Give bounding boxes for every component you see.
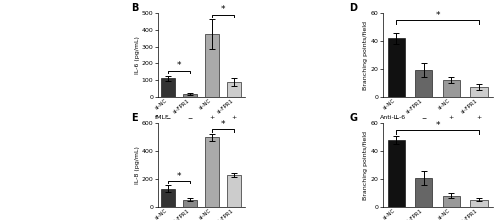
- Text: *: *: [435, 11, 440, 20]
- Text: D: D: [350, 3, 358, 13]
- Bar: [184, 200, 197, 207]
- Text: −: −: [188, 115, 193, 120]
- Bar: [228, 82, 241, 97]
- Text: G: G: [350, 113, 358, 123]
- Bar: [162, 78, 175, 97]
- Text: +: +: [210, 115, 215, 120]
- Text: +: +: [448, 115, 454, 120]
- Bar: [388, 140, 404, 207]
- Y-axis label: Branching points/field: Branching points/field: [364, 130, 368, 200]
- Bar: [228, 175, 241, 207]
- Y-axis label: IL-8 (pg/mL): IL-8 (pg/mL): [134, 146, 140, 184]
- Text: −: −: [421, 115, 426, 120]
- Text: −: −: [166, 115, 171, 120]
- Bar: [470, 200, 488, 207]
- Bar: [442, 196, 460, 207]
- Bar: [388, 38, 404, 97]
- Bar: [442, 80, 460, 97]
- Text: *: *: [221, 6, 226, 15]
- Bar: [470, 87, 488, 97]
- Text: Anti-IL-6: Anti-IL-6: [380, 115, 406, 120]
- Text: −: −: [394, 115, 398, 120]
- Text: *: *: [221, 120, 226, 129]
- Text: fMLF: fMLF: [155, 115, 170, 120]
- Text: B: B: [131, 3, 138, 13]
- Text: +: +: [476, 115, 482, 120]
- Y-axis label: Branching points/field: Branching points/field: [364, 20, 368, 90]
- Bar: [206, 137, 219, 207]
- Text: *: *: [435, 121, 440, 130]
- Bar: [415, 70, 432, 97]
- Bar: [184, 94, 197, 97]
- Bar: [162, 189, 175, 207]
- Bar: [415, 178, 432, 207]
- Y-axis label: IL-6 (pg/mL): IL-6 (pg/mL): [134, 36, 140, 74]
- Text: E: E: [131, 113, 138, 123]
- Text: *: *: [177, 61, 182, 70]
- Text: +: +: [232, 115, 237, 120]
- Text: *: *: [177, 172, 182, 181]
- Bar: [206, 34, 219, 97]
